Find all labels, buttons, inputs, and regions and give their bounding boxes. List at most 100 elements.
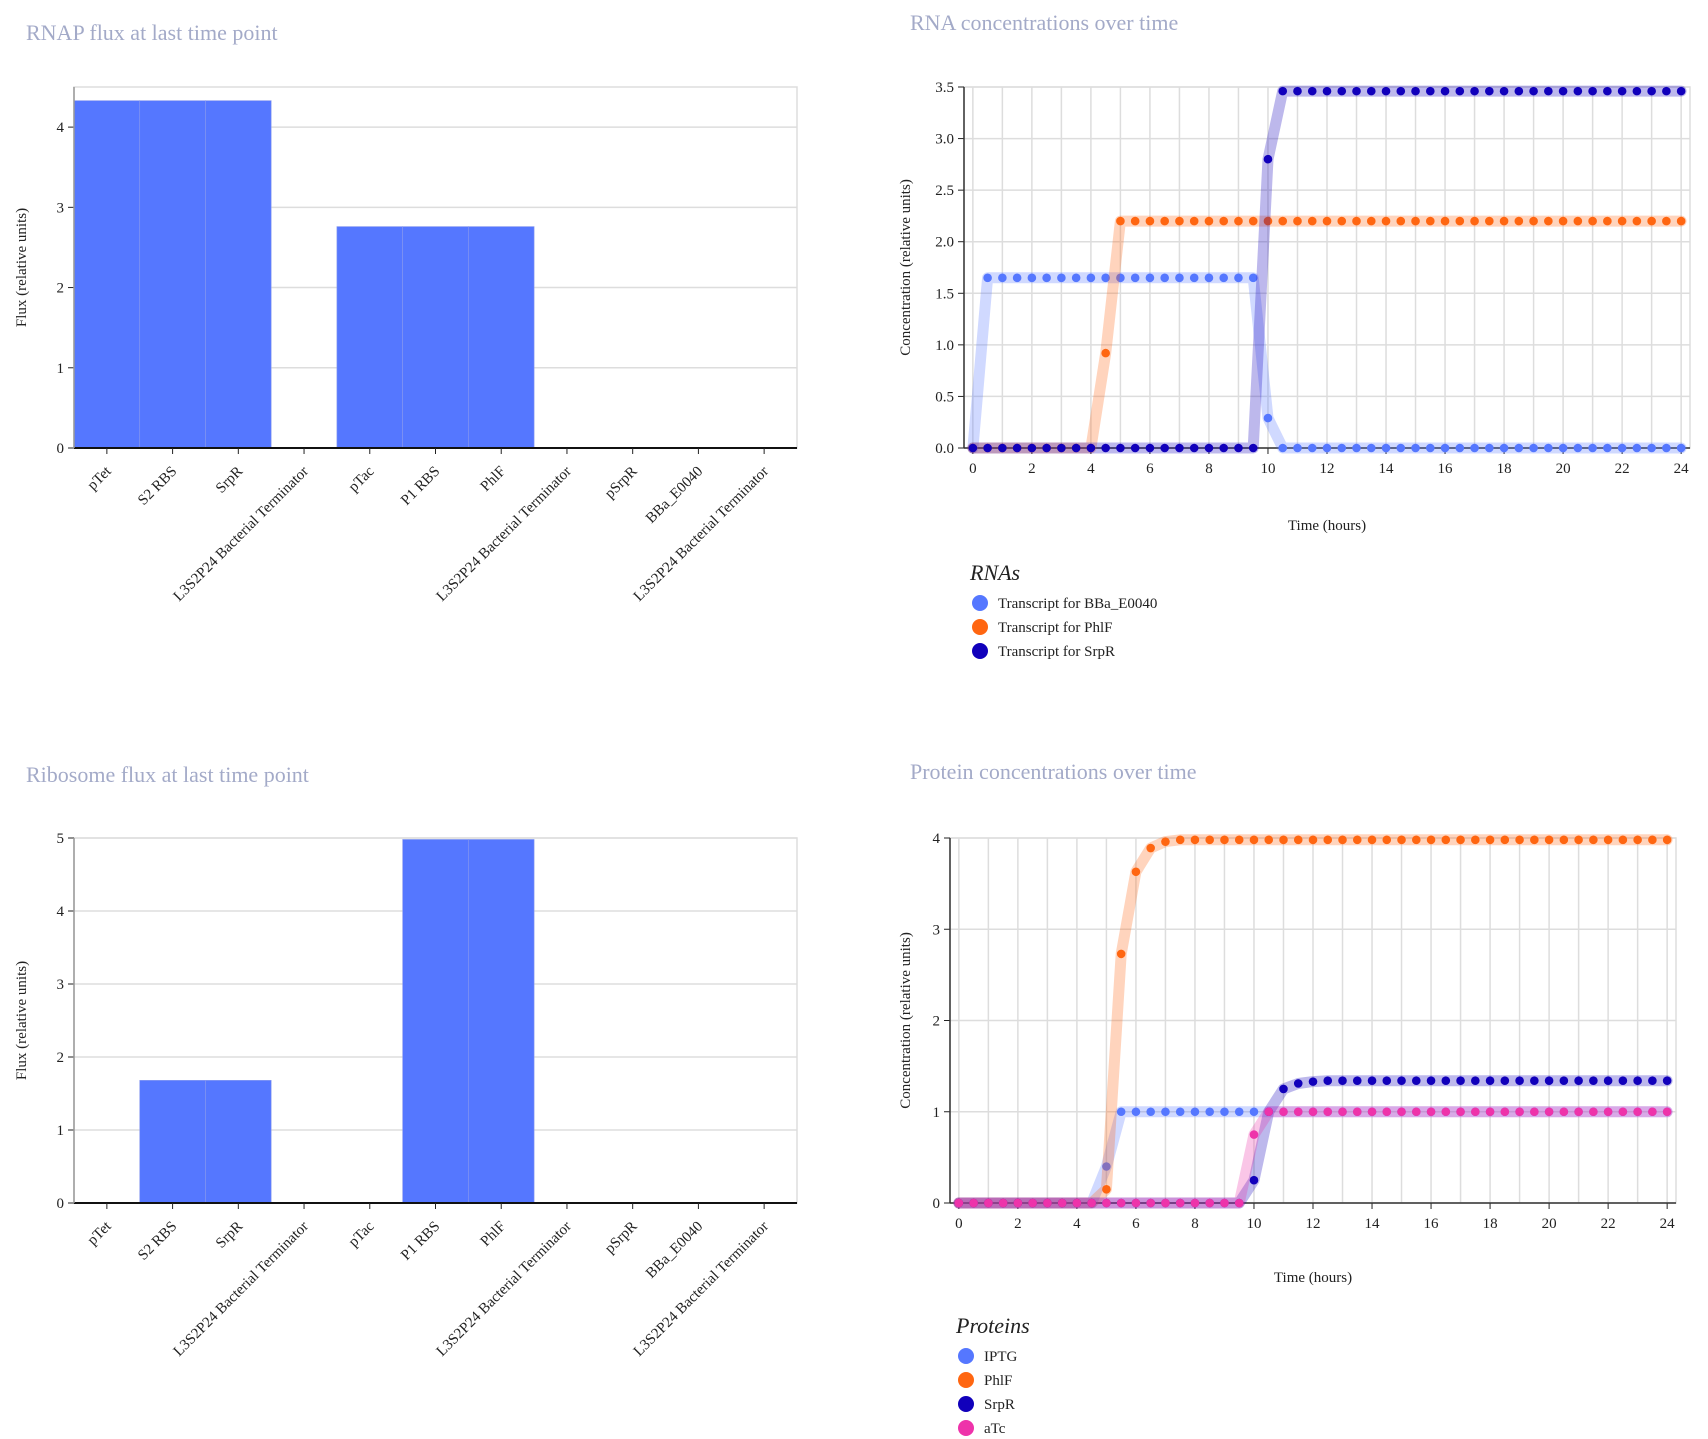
x-axis-label: Time (hours) xyxy=(1288,518,1366,534)
data-point xyxy=(1485,835,1495,845)
y-tick-label: 0.5 xyxy=(935,389,954,405)
data-point xyxy=(1603,443,1612,453)
data-point xyxy=(1337,443,1347,453)
data-point xyxy=(1633,835,1642,845)
data-point xyxy=(1426,1076,1436,1086)
x-tick-label: 6 xyxy=(1146,461,1154,477)
legend: Proteins IPTG PhlF SrpR aTc xyxy=(955,1313,1030,1437)
x-tick-label: 10 xyxy=(1260,461,1275,477)
data-point xyxy=(1219,443,1229,453)
category-label: P1 RBS xyxy=(398,1219,443,1264)
data-point xyxy=(1367,1076,1377,1086)
data-point xyxy=(1012,273,1022,283)
data-point xyxy=(1293,1107,1303,1117)
data-point xyxy=(1588,216,1597,226)
data-point xyxy=(1278,443,1288,453)
data-point xyxy=(1440,216,1450,226)
data-point xyxy=(1617,443,1627,453)
y-tick-label: 1.0 xyxy=(935,338,954,354)
x-axis-label: Time (hours) xyxy=(1274,1270,1352,1286)
data-point xyxy=(1396,86,1406,96)
data-point xyxy=(1279,835,1288,845)
category-label: pTac xyxy=(346,463,378,495)
bar xyxy=(205,100,272,449)
data-point xyxy=(1028,1198,1037,1208)
data-point xyxy=(1146,1198,1155,1208)
data-point xyxy=(1499,443,1509,453)
data-point xyxy=(1057,443,1066,453)
data-point xyxy=(1234,216,1243,226)
data-point xyxy=(1544,835,1554,845)
data-point xyxy=(1618,835,1628,845)
data-point xyxy=(1425,443,1435,453)
data-point xyxy=(1175,273,1184,283)
bar xyxy=(402,226,469,449)
y-tick-label: 4 xyxy=(57,904,65,920)
data-point xyxy=(1485,86,1494,96)
data-point xyxy=(1618,1076,1628,1086)
y-tick-label: 3.0 xyxy=(935,132,954,148)
data-point xyxy=(1204,216,1214,226)
data-point xyxy=(1603,1076,1613,1086)
data-point xyxy=(1130,273,1140,283)
data-point xyxy=(1589,835,1598,845)
data-point xyxy=(1617,86,1627,96)
data-point xyxy=(1249,1107,1259,1117)
bar-panel-0: RNAP flux at last time point 0 1 2 3 4 pTet S2 … xyxy=(14,20,798,605)
data-point xyxy=(1130,443,1140,453)
data-point xyxy=(1662,443,1671,453)
data-point xyxy=(1131,1198,1141,1208)
legend-swatch xyxy=(958,1420,974,1436)
data-point xyxy=(1558,216,1568,226)
category-label: BBa_E0040 xyxy=(643,1219,706,1282)
data-point xyxy=(1323,1107,1333,1117)
legend-swatch xyxy=(972,643,988,659)
data-point xyxy=(1234,273,1243,283)
x-tick-label: 18 xyxy=(1483,1216,1498,1232)
category-label: L3S2P24 Bacterial Terminator xyxy=(434,1219,575,1360)
data-point xyxy=(1470,443,1479,453)
data-point xyxy=(1293,443,1302,453)
data-point xyxy=(1411,86,1420,96)
data-point xyxy=(1425,216,1435,226)
data-point xyxy=(1676,86,1686,96)
data-point xyxy=(1589,1076,1598,1086)
series-0 xyxy=(967,272,1687,454)
chart-title: Protein concentrations over time xyxy=(910,759,1197,784)
data-point xyxy=(1263,154,1273,164)
data-point xyxy=(1647,443,1656,453)
data-point xyxy=(1648,835,1657,845)
data-point xyxy=(1220,835,1229,845)
data-point xyxy=(1205,1198,1215,1208)
bar xyxy=(402,839,469,1204)
data-point xyxy=(1279,1107,1288,1117)
legend-label: IPTG xyxy=(984,1349,1018,1365)
category-label: L3S2P24 Bacterial Terminator xyxy=(171,1219,312,1360)
data-point xyxy=(1456,1107,1465,1117)
data-point xyxy=(1499,216,1509,226)
data-point xyxy=(1588,443,1597,453)
data-point xyxy=(1530,1076,1539,1086)
data-point xyxy=(1102,1162,1111,1171)
category-label: pSrpR xyxy=(602,1219,640,1257)
data-point xyxy=(1293,216,1302,226)
data-point xyxy=(1161,837,1170,846)
data-point xyxy=(1470,216,1479,226)
data-point xyxy=(1574,1107,1583,1117)
category-label: L3S2P24 Bacterial Terminator xyxy=(171,464,312,605)
data-point xyxy=(1057,273,1066,283)
data-point xyxy=(1161,1198,1170,1208)
data-point xyxy=(1175,1107,1185,1117)
data-point xyxy=(1352,1107,1362,1117)
data-point xyxy=(1558,86,1568,96)
data-point xyxy=(1263,216,1273,226)
data-point xyxy=(1322,443,1332,453)
y-tick-label: 2 xyxy=(57,281,65,297)
data-point xyxy=(1485,1107,1495,1117)
data-point xyxy=(1411,1076,1421,1086)
data-point xyxy=(1293,835,1303,845)
series-3 xyxy=(953,1106,1673,1209)
data-point xyxy=(1382,1107,1392,1117)
x-tick-label: 18 xyxy=(1497,461,1512,477)
data-point xyxy=(1617,216,1627,226)
